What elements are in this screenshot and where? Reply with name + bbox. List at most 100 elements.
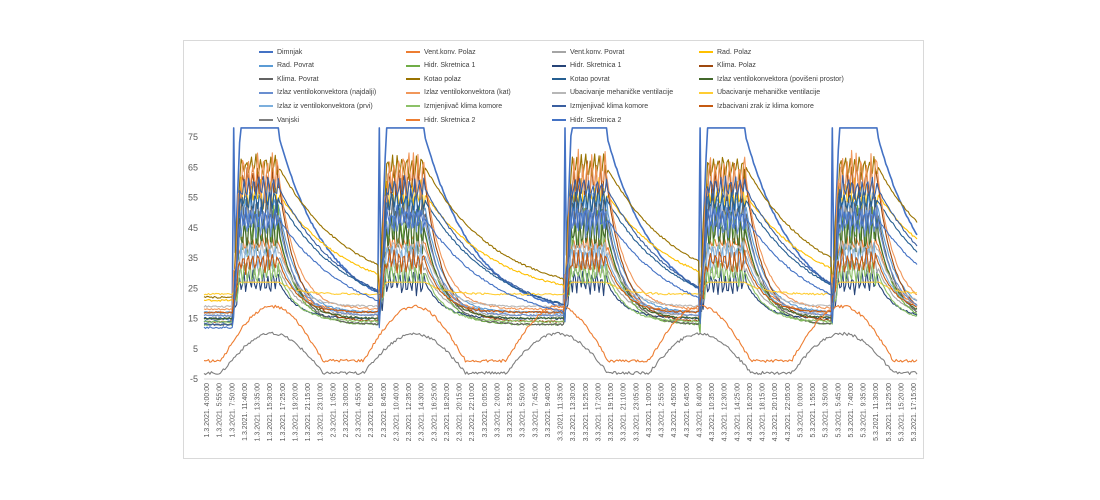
legend-item: Izlaz ventilokonvektora (kat) [406, 88, 511, 98]
legend-label: Izmjenjivač klima komore [570, 102, 649, 110]
legend-swatch [552, 91, 566, 94]
legend-item: Hidr. Skretnica 2 [406, 115, 475, 125]
legend-swatch [699, 78, 713, 81]
series-line [203, 127, 918, 321]
legend-item: Vent.konv. Povrat [552, 47, 624, 57]
y-tick-label: 35 [188, 253, 198, 263]
legend-swatch [406, 119, 420, 121]
y-tick-label: 65 [188, 162, 198, 172]
legend-item: Rad. Povrat [259, 61, 314, 71]
series-line [203, 175, 918, 326]
x-tick-label: 1.3.2021. 5:55:00 [217, 383, 224, 438]
y-tick-label: 75 [188, 132, 198, 142]
series-line [203, 176, 918, 306]
legend-label: Hidr. Skretnica 1 [424, 62, 476, 70]
series-line [203, 247, 918, 314]
legend-item: Vent.konv. Polaz [406, 47, 476, 57]
legend-item: Izmjenjivač klima komore [552, 101, 648, 111]
x-tick-label: 5.3.2021. 5:45:00 [835, 383, 842, 438]
x-tick-label: 3.3.2021. 21:10:00 [621, 383, 628, 441]
legend-item: Izbacivani zrak iz klima komore [699, 101, 814, 111]
legend-label: Hidr. Skretnica 2 [570, 116, 622, 124]
x-tick-label: 4.3.2021. 8:40:00 [696, 383, 703, 438]
x-tick-label: 3.3.2021. 11:35:00 [558, 383, 565, 441]
legend-label: Klima. Polaz [717, 62, 756, 70]
series-line [203, 304, 918, 363]
series-line [203, 331, 918, 376]
legend-swatch [259, 119, 273, 121]
y-tick-label: -5 [190, 374, 198, 384]
x-tick-label: 4.3.2021. 18:15:00 [760, 383, 767, 441]
series-line [203, 153, 918, 299]
legend-item: Ubacivanje mehaničke ventilacije [552, 88, 673, 98]
x-tick-label: 1.3.2021. 4:00:00 [204, 383, 211, 438]
legend-swatch [699, 105, 713, 108]
legend-item: Izlaz iz ventilokonvektora (prvi) [259, 101, 373, 111]
x-tick-label: 1.3.2021. 23:10:00 [318, 383, 325, 441]
x-tick-label: 2.3.2021. 20:15:00 [457, 383, 464, 441]
x-tick-label: 4.3.2021. 12:30:00 [722, 383, 729, 441]
legend-swatch [406, 105, 420, 108]
legend-swatch [406, 51, 420, 53]
x-tick-label: 3.3.2021. 23:05:00 [633, 383, 640, 441]
legend-label: Kotao polaz [424, 75, 461, 83]
legend-label: Dimnjak [277, 48, 303, 56]
x-tick-label: 2.3.2021. 6:50:00 [368, 383, 375, 438]
series-line [203, 258, 918, 317]
series-line [203, 233, 918, 314]
x-tick-label: 5.3.2021. 15:20:00 [898, 383, 905, 441]
legend-swatch [552, 105, 566, 108]
x-tick-label: 5.3.2021. 0:00:00 [797, 383, 804, 438]
legend-label: Vent.konv. Polaz [424, 48, 476, 56]
legend-label: Rad. Povrat [277, 62, 314, 70]
x-tick-label: 4.3.2021. 14:25:00 [734, 383, 741, 441]
series-line [203, 204, 918, 330]
legend-label: Izmjenjivač klima komore [424, 102, 503, 110]
legend-item: Klima. Povrat [259, 74, 319, 84]
x-tick-label: 4.3.2021. 16:20:00 [747, 383, 754, 441]
legend-label: Rad. Polaz [717, 48, 752, 56]
legend-swatch [406, 64, 420, 67]
x-tick-label: 2.3.2021. 14:30:00 [419, 383, 426, 441]
x-tick-label: 3.3.2021. 13:30:00 [570, 383, 577, 441]
x-tick-label: 3.3.2021. 19:15:00 [608, 383, 615, 441]
legend-swatch [406, 91, 420, 94]
legend-swatch [699, 91, 713, 94]
x-tick-label: 5.3.2021. 7:40:00 [848, 383, 855, 438]
x-tick-label: 5.3.2021. 1:55:00 [810, 383, 817, 438]
x-tick-label: 4.3.2021. 2:55:00 [659, 383, 666, 438]
x-tick-label: 1.3.2021. 13:35:00 [255, 383, 262, 441]
x-tick-label: 4.3.2021. 6:45:00 [684, 383, 691, 438]
legend-label: Izlaz ventilokonvektora (povišeni prosto… [717, 75, 844, 83]
x-tick-label: 2.3.2021. 3:00:00 [343, 383, 350, 438]
x-tick-label: 4.3.2021. 1:00:00 [646, 383, 653, 438]
x-tick-label: 2.3.2021. 22:10:00 [469, 383, 476, 441]
legend-label: Vent.konv. Povrat [570, 48, 625, 56]
legend-swatch [259, 91, 273, 94]
x-tick-label: 5.3.2021. 11:30:00 [873, 383, 880, 441]
x-tick-label: 1.3.2021. 7:50:00 [229, 383, 236, 438]
chart-legend: Dimnjak Vent.konv. Polaz Vent.konv. Povrat… [184, 41, 925, 161]
x-tick-label: 5.3.2021. 9:35:00 [861, 383, 868, 438]
legend-item: Rad. Polaz [699, 47, 751, 57]
legend-label: Klima. Povrat [277, 75, 319, 83]
legend-label: Kotao povrat [570, 75, 610, 83]
x-tick-label: 3.3.2021. 9:40:00 [545, 383, 552, 438]
legend-swatch [699, 51, 713, 53]
y-tick-label: 15 [188, 314, 198, 324]
x-tick-label: 2.3.2021. 16:25:00 [431, 383, 438, 441]
x-tick-label: 3.3.2021. 3:55:00 [507, 383, 514, 438]
y-tick-label: 55 [188, 193, 198, 203]
legend-item: Hidr. Skretnica 1 [406, 61, 475, 71]
legend-item: Klima. Polaz [699, 61, 756, 71]
x-tick-label: 3.3.2021. 17:20:00 [595, 383, 602, 441]
legend-item: Izlaz ventilokonvektora (povišeni prosto… [699, 74, 844, 84]
legend-swatch [552, 78, 566, 81]
y-tick-label: 25 [188, 283, 198, 293]
plot-area: -5 5 15 25 35 45 55 65 75 1.3.2021. 4:00:00 1.3.20… [188, 127, 918, 441]
x-tick-label: 5.3.2021. 13:25:00 [886, 383, 893, 441]
legend-swatch [406, 78, 420, 81]
legend-swatch [259, 105, 273, 108]
x-tick-label: 4.3.2021. 4:50:00 [671, 383, 678, 438]
legend-swatch [259, 64, 273, 67]
